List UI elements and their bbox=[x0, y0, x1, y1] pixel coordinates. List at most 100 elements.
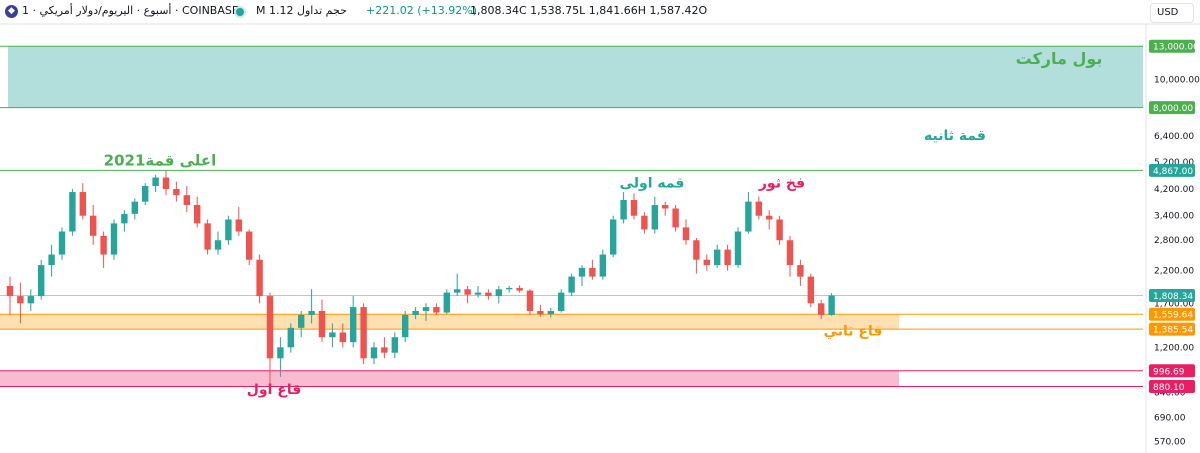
candle-body bbox=[214, 240, 222, 250]
candle bbox=[641, 212, 648, 234]
candle bbox=[48, 244, 55, 277]
candle bbox=[516, 285, 523, 293]
candle-body bbox=[682, 227, 690, 241]
price-badge-label: 4,867.00 bbox=[1153, 167, 1193, 177]
price-badge[interactable] bbox=[1149, 101, 1195, 115]
candle bbox=[121, 210, 128, 232]
y-tick-label: 1,700.00 bbox=[1154, 299, 1194, 309]
candle-body bbox=[48, 254, 55, 266]
candle bbox=[110, 219, 118, 260]
candle bbox=[79, 183, 86, 220]
candle bbox=[662, 201, 669, 216]
ohlc-readout: 1,808.34C 1,538.75L 1,841.66H 1,587.42O bbox=[470, 4, 708, 17]
candle-body bbox=[526, 290, 534, 311]
bottom-zone bbox=[0, 370, 899, 387]
price-badge[interactable] bbox=[1149, 39, 1195, 53]
candle bbox=[246, 229, 253, 266]
candle bbox=[277, 337, 284, 377]
candle-body bbox=[651, 205, 658, 230]
candle bbox=[6, 276, 14, 315]
candle-body bbox=[433, 307, 440, 313]
candle bbox=[495, 285, 502, 304]
candle-body bbox=[703, 259, 710, 266]
price-badge-label: 1,808.34 bbox=[1153, 292, 1193, 302]
candle-body bbox=[225, 219, 232, 241]
candle-body bbox=[589, 267, 596, 277]
candle-body bbox=[38, 265, 45, 297]
y-tick-label: 6,400.00 bbox=[1154, 132, 1194, 142]
bull-market-zone bbox=[8, 46, 1143, 108]
symbol-title[interactable]: أسبوع · اليريوم/دولار أمريكي · 1 · COINB… bbox=[22, 4, 239, 17]
y-tick-label: 1,200.00 bbox=[1154, 343, 1194, 353]
candle-body bbox=[755, 201, 762, 216]
candle-body bbox=[818, 303, 825, 315]
candle bbox=[599, 249, 606, 280]
candle bbox=[287, 323, 294, 353]
candle-body bbox=[506, 287, 513, 290]
candle bbox=[558, 289, 565, 313]
candle-body bbox=[641, 215, 648, 230]
candle bbox=[755, 196, 762, 220]
candle bbox=[807, 273, 814, 308]
candle-body bbox=[308, 310, 315, 315]
candle bbox=[69, 189, 76, 236]
candle-body bbox=[266, 296, 274, 359]
candle bbox=[589, 259, 596, 280]
candle bbox=[547, 307, 554, 318]
candle-body bbox=[558, 292, 565, 311]
ethereum-icon: ◆ bbox=[5, 5, 18, 18]
price-badge[interactable] bbox=[1149, 322, 1195, 336]
candle-body bbox=[766, 215, 773, 220]
annotation-label: قمه اولى bbox=[620, 176, 685, 192]
candle bbox=[714, 244, 721, 268]
annotation-label: اعلى قمة2021 bbox=[104, 152, 217, 170]
candle bbox=[724, 244, 731, 271]
currency-selector[interactable]: USD bbox=[1150, 3, 1194, 23]
candle-body bbox=[79, 192, 86, 216]
candle bbox=[235, 206, 242, 236]
price-badge[interactable] bbox=[1149, 307, 1195, 321]
candle-body bbox=[90, 215, 97, 236]
candle bbox=[464, 285, 471, 304]
y-tick-label: 570.00 bbox=[1154, 437, 1186, 447]
price-badge[interactable] bbox=[1149, 364, 1195, 378]
candle bbox=[131, 198, 138, 220]
candle bbox=[100, 231, 107, 268]
candle-body bbox=[464, 289, 471, 295]
candle bbox=[308, 289, 315, 324]
candle-body bbox=[391, 337, 398, 353]
candle-body bbox=[58, 231, 66, 255]
candle bbox=[526, 289, 534, 315]
candle bbox=[454, 273, 461, 297]
candle bbox=[776, 215, 783, 245]
candle-body bbox=[173, 189, 180, 196]
candle-body bbox=[693, 240, 700, 260]
price-badge-label: 13,000.00 bbox=[1153, 43, 1199, 53]
candle-body bbox=[495, 289, 502, 297]
candle-body bbox=[17, 296, 24, 304]
candle bbox=[381, 337, 388, 359]
price-badge[interactable] bbox=[1149, 380, 1195, 394]
candle-body bbox=[537, 310, 544, 315]
candle bbox=[630, 193, 638, 220]
price-badge-label: 996.69 bbox=[1153, 367, 1185, 377]
price-badge[interactable] bbox=[1149, 288, 1195, 302]
candle bbox=[703, 254, 710, 271]
annotation-label: بول ماركت bbox=[1016, 49, 1103, 68]
price-badge[interactable] bbox=[1149, 163, 1195, 177]
candle-body bbox=[287, 327, 294, 348]
annotation-label: فخ ثور bbox=[758, 176, 805, 192]
candle bbox=[360, 303, 367, 365]
candle-body bbox=[454, 289, 461, 293]
candle-body bbox=[246, 231, 253, 260]
candle bbox=[256, 254, 263, 304]
candle bbox=[225, 215, 232, 245]
candle bbox=[578, 265, 586, 286]
y-tick-label: 2,200.00 bbox=[1154, 267, 1194, 277]
candle bbox=[474, 285, 482, 298]
candle bbox=[766, 210, 773, 230]
candle-body bbox=[485, 292, 492, 297]
candle-body bbox=[318, 310, 326, 338]
candle-body bbox=[786, 240, 794, 266]
